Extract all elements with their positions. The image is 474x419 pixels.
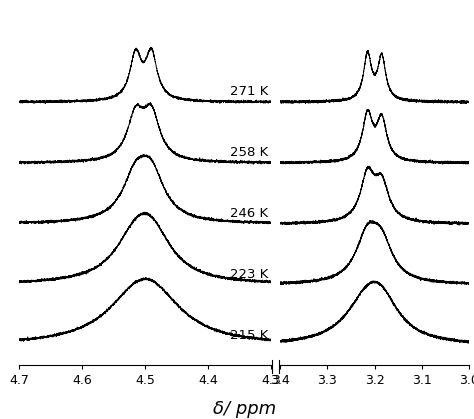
Text: 258 K: 258 K	[230, 146, 268, 159]
Text: 223 K: 223 K	[230, 268, 269, 281]
Text: 215 K: 215 K	[230, 329, 269, 342]
Text: 271 K: 271 K	[230, 85, 269, 98]
Text: 246 K: 246 K	[230, 207, 268, 220]
Text: δ/ ppm: δ/ ppm	[212, 400, 276, 417]
